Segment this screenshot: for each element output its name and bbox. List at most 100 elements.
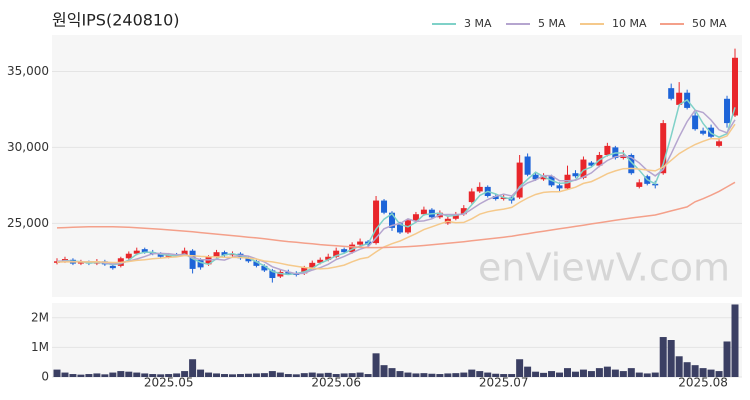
- candle-body: [157, 253, 164, 257]
- volume-bar: [579, 369, 587, 377]
- y-tick-label: 30,000: [7, 140, 49, 154]
- volume-bar: [548, 371, 556, 377]
- volume-bar: [484, 372, 492, 377]
- candle-body: [500, 197, 507, 200]
- candle-body: [141, 249, 148, 253]
- volume-bar: [691, 365, 699, 377]
- volume-bar: [197, 369, 205, 377]
- volume-bar: [540, 372, 548, 377]
- volume-bar: [524, 366, 532, 377]
- candle-body: [229, 253, 236, 256]
- candle-body: [389, 212, 396, 228]
- candle-body: [636, 182, 643, 187]
- volume-bar: [276, 372, 284, 377]
- candle-body: [77, 262, 84, 264]
- candle-body: [412, 214, 419, 221]
- volume-bar: [396, 371, 404, 377]
- candle-body: [381, 200, 388, 213]
- volume-bar: [316, 373, 324, 377]
- candle-body: [357, 241, 364, 245]
- volume-bar: [404, 372, 412, 377]
- candle-body: [189, 250, 196, 269]
- candle-body: [420, 209, 427, 215]
- candle-body: [668, 88, 675, 99]
- volume-bar: [332, 374, 340, 377]
- volume-bar: [125, 371, 133, 377]
- y-tick-label: 35,000: [7, 64, 49, 78]
- volume-bar: [436, 374, 444, 377]
- volume-bar: [268, 371, 276, 377]
- legend-label: 3 MA: [464, 17, 492, 30]
- y-tick-label: 1M: [31, 340, 49, 354]
- volume-bar: [571, 371, 579, 377]
- candle-body: [109, 265, 116, 269]
- legend-label: 10 MA: [612, 17, 647, 30]
- candle-body: [333, 250, 340, 257]
- volume-bar: [508, 374, 516, 377]
- candle-body: [165, 255, 172, 257]
- volume-bar: [603, 366, 611, 377]
- ma-line: [56, 181, 736, 249]
- volume-bar: [452, 373, 460, 377]
- volume-bar: [723, 341, 731, 377]
- volume-bar: [236, 374, 244, 377]
- candle-body: [396, 223, 403, 233]
- candle-body: [676, 92, 683, 105]
- candle-body: [285, 271, 292, 274]
- volume-bar: [141, 373, 149, 377]
- volume-bar: [420, 373, 428, 377]
- volume-bar: [468, 369, 476, 377]
- candle-body: [213, 252, 220, 257]
- candle-body: [452, 214, 459, 219]
- volume-bar: [157, 374, 165, 377]
- candle-body: [660, 123, 667, 174]
- volume-bar: [460, 372, 468, 377]
- volume-bar: [181, 371, 189, 377]
- volume-bar: [500, 374, 508, 377]
- candle-body: [700, 130, 707, 134]
- volume-bar: [715, 371, 723, 377]
- volume-bar: [308, 372, 316, 377]
- volume-bar: [364, 374, 372, 377]
- volume-panel: [52, 303, 742, 377]
- volume-bar: [228, 374, 236, 377]
- volume-bar: [53, 369, 61, 377]
- volume-bar: [587, 371, 595, 377]
- volume-bar: [412, 373, 420, 377]
- volume-bar: [611, 369, 619, 377]
- volume-bar: [659, 337, 667, 377]
- volume-bar: [380, 365, 388, 377]
- volume-bar: [731, 304, 739, 377]
- volume-bar: [133, 372, 141, 377]
- volume-bar: [683, 362, 691, 377]
- volume-bar: [532, 371, 540, 377]
- volume-bar: [93, 373, 101, 377]
- candle-body: [492, 195, 499, 200]
- volume-bar: [707, 369, 715, 377]
- volume-bar: [221, 374, 229, 377]
- volume-bar: [213, 373, 221, 377]
- volume-bar: [556, 372, 564, 377]
- volume-bar: [516, 359, 524, 377]
- candle-body: [724, 98, 731, 124]
- volume-bar: [205, 372, 213, 377]
- candle-body: [532, 174, 539, 180]
- candle-body: [604, 145, 611, 155]
- candle-body: [556, 185, 563, 189]
- volume-bar: [173, 373, 181, 377]
- x-tick-label: 2025.08: [678, 376, 728, 390]
- candle-body: [524, 156, 531, 175]
- volume-bar: [292, 374, 300, 377]
- candle-body: [373, 200, 380, 244]
- candle-body: [325, 256, 332, 260]
- y-tick-label: 0: [41, 370, 49, 384]
- volume-bar: [300, 373, 308, 377]
- volume-bar: [348, 373, 356, 377]
- candle-body: [181, 250, 188, 256]
- volume-bar: [388, 368, 396, 377]
- volume-bar: [675, 356, 683, 377]
- volume-bar: [189, 359, 197, 377]
- volume-bar: [667, 340, 675, 377]
- candle-body: [221, 252, 228, 256]
